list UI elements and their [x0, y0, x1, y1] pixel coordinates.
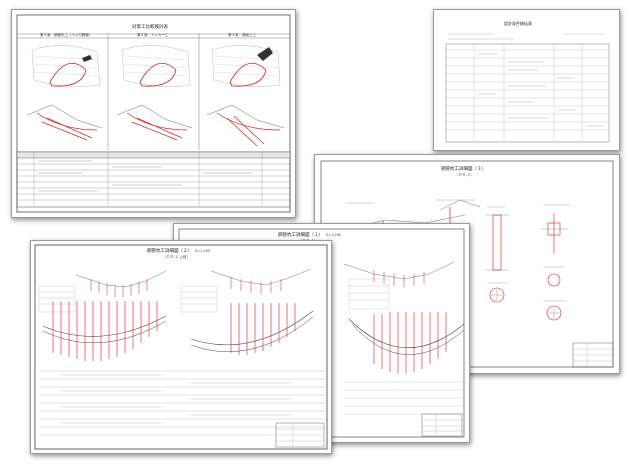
- detail-1-title: 鋼管杭工詳細図（１）: [278, 233, 323, 238]
- detail-3-subtitle: （ＤＲ-３）: [455, 173, 474, 177]
- detail-2-drawing-sheet: 鋼管杭工詳細図（２） S=1:200 （ＤＲ-２ 上段）: [30, 240, 332, 454]
- detail-2-drawing-lines: [34, 244, 328, 450]
- overview-drawing-lines: [16, 14, 291, 213]
- calc-table-lines: [445, 33, 610, 143]
- detail-2-scale: S=1:200: [195, 249, 211, 253]
- overview-title: 対策工比較検討表: [132, 25, 168, 30]
- overview-panel-3-label: 第３案 補強土工: [228, 33, 256, 37]
- detail-2-title: 鋼管杭工詳細図（２）: [147, 249, 192, 254]
- detail-2-subtitle: （ＤＲ-２ 上段）: [163, 255, 190, 259]
- calc-table-sheet: 設計条件総括表: [433, 9, 620, 151]
- calc-table-title: 設計条件総括表: [504, 21, 532, 26]
- detail-3-title: 鋼管杭工詳細図（３）: [441, 167, 486, 172]
- overview-drawing-sheet: 対策工比較検討表 第１案 鋼管杭工（ラス付鋼管） 第２案 アンカー工 第３案 補…: [11, 9, 296, 218]
- overview-panel-1-label: 第１案 鋼管杭工（ラス付鋼管）: [40, 33, 93, 37]
- detail-1-scale: S=1:200: [326, 233, 342, 237]
- detail-1-drawing-lines: [178, 228, 465, 438]
- overview-panel-2-label: 第２案 アンカー工: [137, 33, 169, 37]
